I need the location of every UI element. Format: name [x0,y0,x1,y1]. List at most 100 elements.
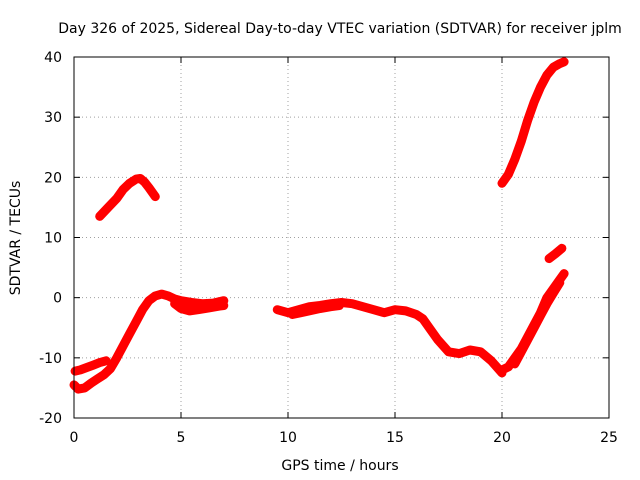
data-point [151,291,160,300]
chart-title: Day 326 of 2025, Sidereal Day-to-day VTE… [58,21,622,37]
series-track-b-main [69,289,229,394]
data-point [125,179,134,188]
data-point [498,179,506,188]
data-point [125,329,134,338]
data-point [549,63,558,72]
x-tick-label: 5 [177,430,186,446]
data-point [82,363,91,372]
data-point [136,174,145,183]
data-point [140,178,149,187]
data-point [296,308,305,317]
data-point [106,364,115,373]
data-point [204,303,213,312]
data-point [288,310,297,319]
data-point [219,301,228,310]
data-point [74,385,83,394]
data-point [177,304,185,313]
data-point [99,370,108,379]
data-point [418,314,427,323]
axis-ticks [73,56,610,419]
data-point [112,353,121,362]
series-track-h-late-lower [510,278,565,369]
y-tick-label: 20 [44,170,62,186]
data-point [87,379,96,388]
data-point [557,244,566,253]
data-point [510,359,519,368]
data-point [560,269,569,278]
series-track-d-dip [170,299,229,316]
series-line-track-j-high-rise [497,57,569,188]
data-point [144,183,153,192]
y-axis-label: SDTVAR / TECUs [8,181,24,296]
data-point [119,185,128,194]
data-point [517,347,526,356]
data-point [504,170,513,179]
x-tick-label: 20 [493,430,511,446]
x-tick-label: 0 [70,430,79,446]
x-tick-labels: 0 5 10 15 20 25 [70,430,618,446]
data-point [498,365,506,374]
data-point [80,383,89,392]
data-point [185,306,194,315]
data-point [542,299,551,308]
data-point [542,71,551,80]
data-point [76,365,85,374]
data-point [335,301,344,310]
data-point [401,306,410,315]
data-point [305,306,314,315]
data-point [95,212,104,221]
data-point [358,302,367,311]
series-track-a-rising [95,174,160,221]
data-point [476,347,485,356]
data-point [549,288,558,297]
data-point [93,374,102,383]
data-point [348,299,357,308]
data-point [536,311,545,320]
data-point [273,305,282,314]
data-point [316,304,325,313]
series-track-c-upper-start [70,356,111,376]
data-point [517,137,526,146]
data-point [504,362,513,371]
data-point [112,194,121,203]
data-point [510,155,519,164]
data-point [523,335,532,344]
data-point [187,298,196,307]
data-point [523,116,532,125]
x-tick-label: 25 [600,430,618,446]
data-point [132,317,141,326]
y-tick-label: 40 [44,50,62,66]
y-tick-label: 30 [44,110,62,126]
data-point [326,302,335,311]
data-point [95,358,104,367]
data-point [119,341,128,350]
series-track-f-mid-upper [287,301,344,319]
data-point [487,356,496,365]
series-track-j-high-rise [497,57,569,188]
data-point [391,305,399,314]
data-point [560,57,569,66]
y-tick-label: 10 [44,231,62,247]
data-point [380,308,389,317]
data-point [427,326,436,335]
x-tick-label: 10 [279,430,297,446]
data-point [444,347,453,356]
data-point [433,335,442,344]
data-point [545,254,554,263]
data-point [465,346,474,355]
series-line-track-a-rising [95,174,160,221]
data-point [555,278,564,287]
data-point [71,367,80,376]
data-point [551,249,560,258]
data-point [144,296,153,305]
data-point [138,305,147,314]
data-point [530,323,539,332]
x-axis-label: GPS time / hours [281,458,398,474]
series-line-track-h-late-lower [510,278,565,369]
data-point [102,356,111,365]
data-point [555,59,564,68]
data-point [194,305,203,314]
y-tick-label: -20 [39,411,62,427]
data-point [369,305,378,314]
